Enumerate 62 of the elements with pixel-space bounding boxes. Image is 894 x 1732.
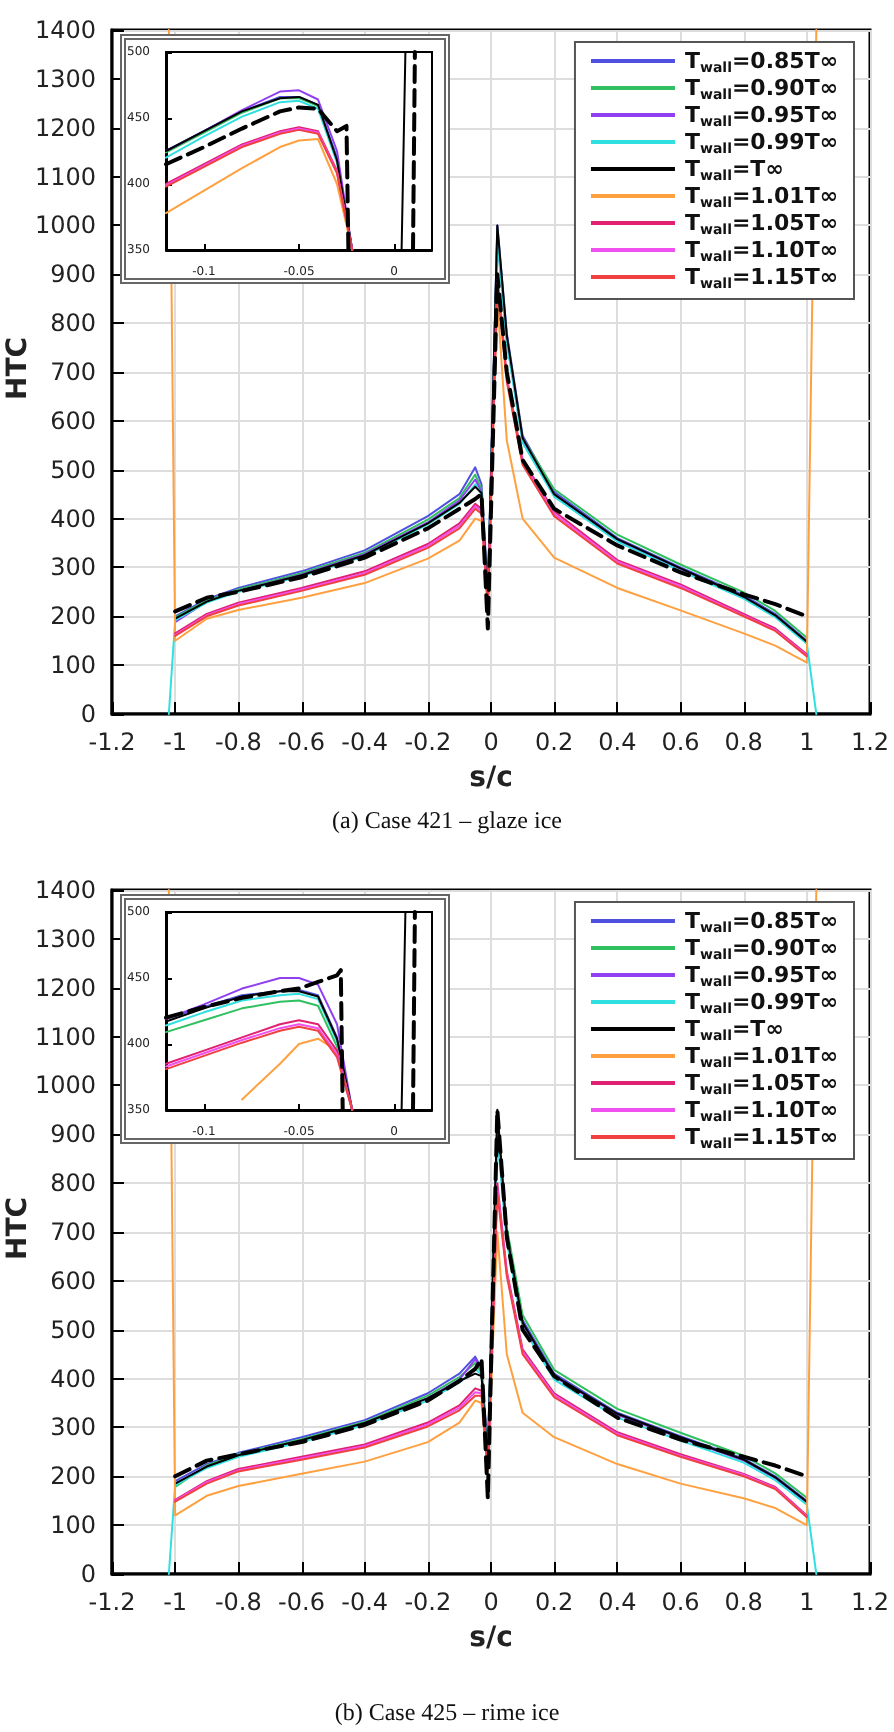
x-tick-label: -1.2 xyxy=(88,728,136,756)
y-tick-label: 1400 xyxy=(34,876,96,904)
text: (a) Case 421 – glaze ice xyxy=(332,806,562,834)
x-tick-label: -1.2 xyxy=(88,1588,136,1616)
y-tick-label: 800 xyxy=(50,1169,96,1198)
x-axis-title: s/c xyxy=(469,1621,513,1654)
x-tick-label: -0.8 xyxy=(214,728,262,756)
y-tick-label: 600 xyxy=(50,1266,96,1295)
x-tick-label: -0.6 xyxy=(278,728,325,756)
y-tick-label: 800 xyxy=(50,309,96,338)
x-tick-label: 0.4 xyxy=(598,728,637,756)
y-tick-label: 0 xyxy=(80,1560,96,1588)
y-tick-label: 200 xyxy=(50,1462,96,1491)
y-tick-label: 900 xyxy=(50,260,96,289)
y-tick-label: 400 xyxy=(50,504,96,533)
y-axis-title: HTC xyxy=(2,336,34,400)
x-tick-label: -0.2 xyxy=(404,1588,452,1616)
x-tick-label: 0.6 xyxy=(661,728,700,756)
y-tick-label: 1300 xyxy=(34,64,96,93)
y-tick-label: 1400 xyxy=(34,16,96,44)
y-tick-label: 1100 xyxy=(34,162,96,191)
x-tick-label: 1 xyxy=(799,728,815,756)
y-tick-label: 0 xyxy=(80,700,96,728)
x-tick-label: -1 xyxy=(163,728,188,756)
x-tick-label: -0.4 xyxy=(341,728,389,756)
x-tick-label: -0.8 xyxy=(214,1588,262,1616)
x-tick-label: 0.6 xyxy=(661,1588,700,1616)
x-tick-label: 1 xyxy=(799,1588,815,1616)
y-tick-label: 300 xyxy=(50,553,96,582)
x-tick-label: 0.4 xyxy=(598,1588,637,1616)
y-tick-label: 700 xyxy=(50,1218,96,1246)
x-tick-label: 0 xyxy=(483,728,499,756)
y-tick-label: 300 xyxy=(50,1413,96,1442)
y-tick-label: 700 xyxy=(50,358,96,386)
x-tick-label: 0.2 xyxy=(535,728,574,756)
x-tick-label: -0.6 xyxy=(278,1588,325,1616)
x-tick-label: 0.2 xyxy=(535,1588,574,1616)
x-tick-label: 0.8 xyxy=(724,1588,763,1616)
y-tick-label: 1200 xyxy=(34,973,96,1002)
y-tick-label: 400 xyxy=(50,1364,96,1393)
y-tick-label: 200 xyxy=(50,602,96,631)
y-tick-label: 600 xyxy=(50,406,96,435)
y-tick-label: 900 xyxy=(50,1120,96,1149)
y-tick-label: 500 xyxy=(50,455,96,484)
x-tick-label: 0 xyxy=(483,1588,499,1616)
y-tick-label: 100 xyxy=(50,1511,96,1540)
y-tick-label: 100 xyxy=(50,651,96,680)
y-tick-label: 1000 xyxy=(34,1071,96,1100)
y-tick-label: 1300 xyxy=(34,924,96,953)
x-tick-label: -0.2 xyxy=(404,728,452,756)
x-tick-label: 0.8 xyxy=(724,728,763,756)
y-tick-label: 1200 xyxy=(34,113,96,142)
text: (b) Case 425 – rime ice xyxy=(334,1698,560,1726)
y-tick-label: 500 xyxy=(50,1315,96,1344)
x-axis-title: s/c xyxy=(469,761,513,794)
x-tick-label: 1.2 xyxy=(850,1588,890,1616)
x-tick-label: -0.4 xyxy=(341,1588,389,1616)
y-tick-label: 1000 xyxy=(34,211,96,240)
y-tick-label: 1100 xyxy=(34,1022,96,1051)
y-axis-title: HTC xyxy=(2,1196,34,1260)
x-tick-label: -1 xyxy=(163,1588,188,1616)
x-tick-label: 1.2 xyxy=(850,728,890,756)
